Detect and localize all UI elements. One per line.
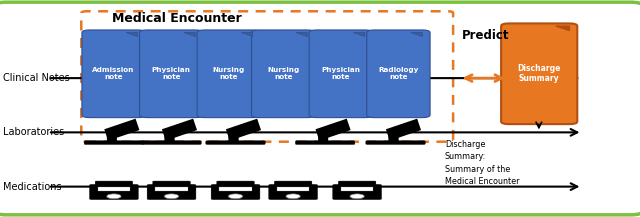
Text: Medications: Medications	[3, 182, 62, 192]
FancyBboxPatch shape	[501, 23, 577, 124]
Polygon shape	[411, 33, 422, 36]
FancyBboxPatch shape	[366, 141, 425, 145]
FancyBboxPatch shape	[97, 187, 131, 191]
FancyBboxPatch shape	[318, 132, 328, 143]
Circle shape	[107, 194, 121, 199]
Polygon shape	[353, 33, 365, 36]
FancyBboxPatch shape	[339, 181, 376, 186]
Text: Predict: Predict	[462, 29, 509, 42]
Circle shape	[228, 132, 238, 135]
Text: Clinical Notes: Clinical Notes	[3, 73, 70, 83]
Text: Radiology
note: Radiology note	[378, 67, 419, 80]
Text: Discharge
Summary: Discharge Summary	[518, 64, 561, 84]
FancyBboxPatch shape	[388, 132, 398, 143]
Circle shape	[286, 194, 300, 199]
Circle shape	[388, 132, 398, 135]
Circle shape	[127, 124, 137, 127]
Circle shape	[338, 124, 348, 127]
Polygon shape	[184, 33, 195, 36]
FancyBboxPatch shape	[269, 184, 317, 200]
Circle shape	[164, 194, 179, 199]
Polygon shape	[241, 33, 253, 36]
Polygon shape	[296, 33, 307, 36]
FancyBboxPatch shape	[217, 181, 254, 186]
FancyBboxPatch shape	[155, 187, 188, 191]
Circle shape	[350, 194, 364, 199]
FancyBboxPatch shape	[276, 187, 310, 191]
Polygon shape	[126, 33, 138, 36]
FancyBboxPatch shape	[206, 141, 265, 145]
Text: Laboratories: Laboratories	[3, 127, 65, 137]
FancyBboxPatch shape	[275, 181, 312, 186]
FancyBboxPatch shape	[309, 30, 372, 118]
FancyBboxPatch shape	[90, 184, 138, 200]
Text: Admission
note: Admission note	[92, 67, 135, 80]
Circle shape	[228, 194, 243, 199]
FancyBboxPatch shape	[153, 181, 190, 186]
Text: Nursing
note: Nursing note	[267, 67, 300, 80]
FancyBboxPatch shape	[147, 184, 196, 200]
Circle shape	[107, 132, 116, 135]
FancyBboxPatch shape	[296, 141, 355, 145]
Circle shape	[318, 132, 328, 135]
FancyBboxPatch shape	[84, 141, 143, 145]
FancyBboxPatch shape	[140, 30, 203, 118]
FancyBboxPatch shape	[228, 132, 238, 143]
Circle shape	[164, 132, 174, 135]
Text: Medical Encounter: Medical Encounter	[112, 12, 242, 25]
Circle shape	[408, 124, 419, 127]
FancyBboxPatch shape	[211, 184, 260, 200]
FancyBboxPatch shape	[82, 30, 145, 118]
Text: Nursing
note: Nursing note	[212, 67, 245, 80]
FancyBboxPatch shape	[333, 184, 381, 200]
FancyBboxPatch shape	[219, 187, 252, 191]
Circle shape	[248, 124, 259, 127]
FancyBboxPatch shape	[340, 187, 374, 191]
FancyBboxPatch shape	[142, 141, 201, 145]
Text: Physician
note: Physician note	[321, 67, 360, 80]
FancyBboxPatch shape	[107, 132, 116, 143]
FancyBboxPatch shape	[95, 181, 132, 186]
FancyBboxPatch shape	[197, 30, 260, 118]
FancyBboxPatch shape	[164, 132, 174, 143]
Text: Discharge
Summary:
Summary of the
Medical Encounter: Discharge Summary: Summary of the Medica…	[445, 140, 519, 186]
Polygon shape	[556, 26, 570, 31]
Circle shape	[184, 124, 195, 127]
FancyBboxPatch shape	[252, 30, 315, 118]
FancyBboxPatch shape	[367, 30, 430, 118]
Text: Physician
note: Physician note	[152, 67, 191, 80]
